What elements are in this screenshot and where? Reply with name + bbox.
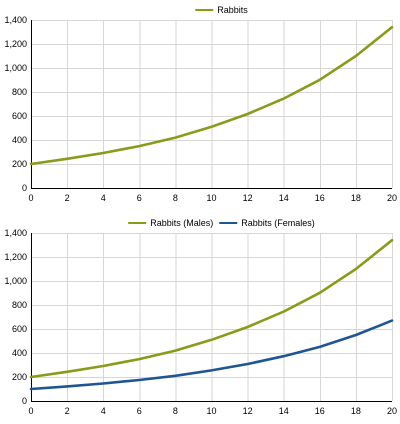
legend-label: Rabbits (Females) bbox=[241, 218, 315, 228]
y-tick-label: 1,400 bbox=[4, 228, 27, 238]
legend-label: Rabbits (Males) bbox=[150, 218, 213, 228]
x-tick-label: 14 bbox=[279, 193, 289, 203]
x-tick-label: 4 bbox=[101, 406, 106, 416]
series-line-1 bbox=[29, 25, 394, 166]
x-tick-label: 6 bbox=[137, 193, 142, 203]
y-tick-label: 1,200 bbox=[4, 39, 27, 49]
legend-label: Rabbits bbox=[217, 5, 248, 15]
y-tick-label: 800 bbox=[12, 300, 27, 310]
x-tick-label: 8 bbox=[173, 193, 178, 203]
y-tick-label: 1,200 bbox=[4, 252, 27, 262]
y-tick-label: 200 bbox=[12, 372, 27, 382]
x-tick-label: 16 bbox=[315, 193, 325, 203]
x-tick-label: 18 bbox=[351, 193, 361, 203]
y-tick-label: 400 bbox=[12, 348, 27, 358]
y-tick-label: 1,000 bbox=[4, 276, 27, 286]
legend: Rabbits bbox=[195, 5, 248, 15]
x-tick-label: 14 bbox=[279, 406, 289, 416]
series-line-2 bbox=[29, 319, 394, 391]
y-tick-label: 1,400 bbox=[4, 15, 27, 25]
x-tick-label: 16 bbox=[315, 406, 325, 416]
y-tick-label: 0 bbox=[22, 183, 27, 193]
y-tick-label: 600 bbox=[12, 324, 27, 334]
x-tick-label: 12 bbox=[243, 193, 253, 203]
x-tick-label: 2 bbox=[65, 406, 70, 416]
y-tick-label: 400 bbox=[12, 135, 27, 145]
x-tick-label: 8 bbox=[173, 406, 178, 416]
y-tick-label: 200 bbox=[12, 159, 27, 169]
x-tick-label: 18 bbox=[351, 406, 361, 416]
series-line-1 bbox=[29, 238, 394, 379]
chart-2: 0 200 400 600 800 1,000 1,200 1,400 0 2 4 6 8 10 12 14 1… bbox=[4, 218, 397, 416]
x-tick-label: 4 bbox=[101, 193, 106, 203]
x-tick-label: 2 bbox=[65, 193, 70, 203]
x-tick-label: 20 bbox=[387, 193, 397, 203]
y-tick-label: 600 bbox=[12, 111, 27, 121]
chart-1: 0 200 400 600 800 1,000 1,200 1,400 0 2 4 6 8 10 12 14 1… bbox=[4, 5, 397, 203]
x-tick-label: 20 bbox=[387, 406, 397, 416]
x-tick-label: 10 bbox=[206, 193, 216, 203]
x-tick-label: 0 bbox=[28, 193, 33, 203]
y-tick-label: 0 bbox=[22, 396, 27, 406]
y-tick-label: 800 bbox=[12, 87, 27, 97]
y-tick-label: 1,000 bbox=[4, 63, 27, 73]
x-tick-label: 6 bbox=[137, 406, 142, 416]
legend: Rabbits (Males) Rabbits (Females) bbox=[128, 218, 315, 228]
x-tick-label: 0 bbox=[28, 406, 33, 416]
x-tick-label: 12 bbox=[243, 406, 253, 416]
x-tick-label: 10 bbox=[206, 406, 216, 416]
